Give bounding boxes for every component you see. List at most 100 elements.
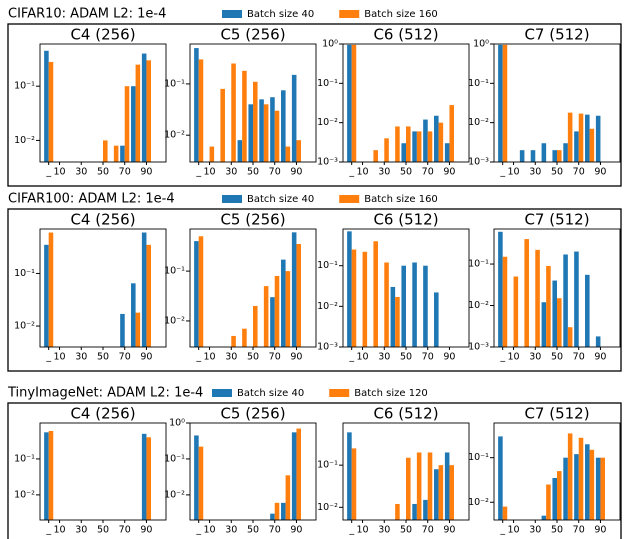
- x-tick-label: 10: [204, 525, 216, 536]
- bar: [124, 86, 130, 162]
- bar: [502, 256, 508, 347]
- bar: [574, 131, 579, 162]
- bar: [438, 465, 444, 520]
- bar: [585, 274, 590, 347]
- y-tick-label: 10⁻³: [468, 342, 489, 353]
- bar: [198, 236, 204, 347]
- x-tick-label: 10: [54, 525, 66, 536]
- row-frame: [7, 23, 622, 187]
- y-tick-label: 10⁻²: [317, 502, 338, 513]
- x-tick-label: 50: [97, 167, 109, 178]
- x-tick-label: 30: [225, 167, 237, 178]
- bar: [513, 276, 519, 347]
- x-tick-label: 10: [54, 167, 66, 178]
- bar: [589, 449, 595, 520]
- bar: [135, 64, 141, 162]
- bar: [242, 328, 247, 347]
- bar: [434, 292, 439, 347]
- bar: [291, 432, 297, 520]
- bar: [231, 63, 236, 162]
- y-tick-label: 10⁻¹: [14, 453, 35, 464]
- bar: [194, 435, 199, 520]
- bar: [595, 115, 601, 162]
- x-tick-label: 10: [204, 352, 216, 363]
- bar: [194, 241, 199, 347]
- x-tick-label: 70: [573, 352, 585, 363]
- panel-title: C6 (512): [373, 26, 438, 44]
- bar: [281, 259, 286, 347]
- x-tick-label: _: [499, 167, 505, 178]
- bar: [524, 239, 529, 347]
- bar: [541, 143, 547, 162]
- bar: [541, 515, 547, 520]
- bar: [502, 506, 508, 520]
- legend-swatch: [329, 389, 350, 397]
- bar: [351, 249, 357, 347]
- x-tick-label: 50: [551, 525, 563, 536]
- bar: [291, 232, 297, 347]
- x-tick-label: 70: [573, 167, 585, 178]
- bar: [401, 143, 406, 162]
- y-tick-label: 10⁻¹: [317, 260, 338, 271]
- y-tick-label: 10⁻¹: [468, 259, 489, 270]
- bar: [351, 448, 357, 520]
- row-title: TinyImageNet: ADAM L2: 1e-4: [7, 386, 203, 401]
- bar: [146, 244, 152, 347]
- bar: [237, 140, 243, 162]
- legend-swatch: [222, 10, 242, 18]
- bar: [395, 126, 400, 162]
- bar: [373, 241, 378, 347]
- bar: [351, 44, 357, 162]
- x-tick-label: _: [195, 167, 201, 178]
- x-tick-label: 30: [529, 525, 541, 536]
- x-tick-label: 10: [508, 167, 520, 178]
- x-tick-label: _: [195, 352, 201, 363]
- x-tick-label: 10: [54, 352, 66, 363]
- x-tick-label: 50: [551, 167, 563, 178]
- bar: [498, 44, 503, 162]
- bar: [198, 59, 204, 162]
- bar: [296, 244, 302, 347]
- x-tick-label: 70: [119, 167, 131, 178]
- bar: [347, 231, 352, 347]
- y-tick-label: 10⁻¹: [317, 78, 338, 89]
- x-tick-label: 50: [247, 525, 259, 536]
- bar: [535, 249, 540, 347]
- bar: [585, 114, 590, 162]
- x-tick-label: _: [348, 525, 354, 536]
- bar: [563, 143, 568, 162]
- row-title: CIFAR100: ADAM L2: 1e-4: [8, 192, 175, 207]
- y-tick-label: 10⁻¹: [468, 452, 489, 463]
- x-tick-label: 70: [422, 167, 434, 178]
- bar: [270, 297, 275, 347]
- x-tick-label: 10: [508, 352, 520, 363]
- bar: [259, 99, 264, 162]
- panel-title: C5 (256): [220, 26, 285, 44]
- y-tick-label: 10⁻¹: [14, 268, 35, 279]
- bar: [595, 457, 601, 520]
- x-tick-label: 90: [140, 352, 152, 363]
- bar: [395, 503, 400, 520]
- bar: [384, 138, 389, 162]
- x-tick-label: 90: [443, 352, 455, 363]
- x-tick-label: 90: [443, 167, 455, 178]
- y-tick-label: 10⁻²: [164, 315, 185, 326]
- y-tick-label: 10⁰: [473, 39, 489, 50]
- x-tick-label: 90: [140, 525, 152, 536]
- legend-swatch: [212, 389, 232, 397]
- x-tick-label: 30: [75, 352, 87, 363]
- bar: [444, 143, 450, 162]
- bar: [120, 145, 125, 162]
- y-tick-label: 10⁻²: [468, 117, 489, 128]
- bar: [498, 231, 503, 347]
- bar: [253, 81, 258, 162]
- bar: [220, 88, 225, 162]
- y-tick-label: 10⁻³: [468, 157, 489, 168]
- bar: [585, 444, 590, 520]
- x-tick-label: 70: [269, 352, 281, 363]
- bar: [347, 432, 352, 520]
- bar: [48, 61, 54, 162]
- y-tick-label: 10⁻²: [468, 497, 489, 508]
- y-tick-label: 10⁻¹: [14, 81, 35, 92]
